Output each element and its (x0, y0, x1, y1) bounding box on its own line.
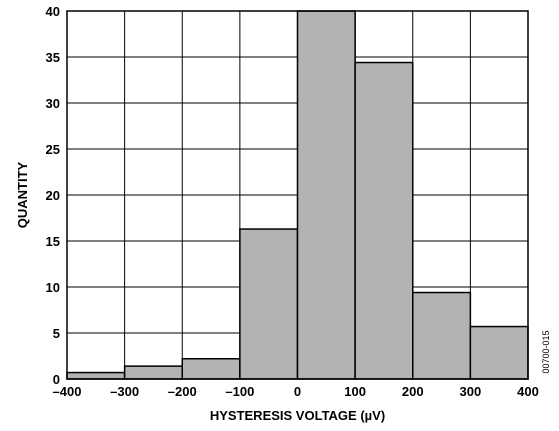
x-tick-label: 200 (402, 384, 424, 399)
x-tick-label: 0 (294, 384, 301, 399)
histogram-bar (412, 291, 472, 380)
y-tick-label: 25 (46, 142, 60, 157)
x-axis-label: HYSTERESIS VOLTAGE (µV) (210, 408, 385, 423)
histogram-bar (181, 358, 241, 380)
histogram-bar (296, 10, 356, 380)
x-tick-label: 400 (517, 384, 539, 399)
y-tick-label: 40 (46, 4, 60, 19)
histogram-bar (239, 228, 299, 380)
histogram-bar (354, 61, 414, 380)
y-tick-label: 10 (46, 280, 60, 295)
x-tick-label: 300 (460, 384, 482, 399)
histogram-bar (66, 371, 126, 380)
y-tick-label: 30 (46, 96, 60, 111)
y-tick-label: 20 (46, 188, 60, 203)
y-tick-labels: 0 5 10 15 20 25 30 35 40 (46, 4, 60, 387)
x-tick-label: –200 (168, 384, 197, 399)
y-tick-label: 0 (53, 372, 60, 387)
figure-id: 00700-015 (541, 330, 551, 373)
x-tick-label: –100 (225, 384, 254, 399)
histogram-bar (469, 325, 529, 380)
x-tick-label: –300 (110, 384, 139, 399)
histogram-bar (123, 365, 183, 380)
y-axis-label: QUANTITY (15, 161, 30, 228)
x-tick-labels: –400 –300 –200 –100 0 100 200 300 400 (53, 384, 539, 399)
plot-frame (66, 10, 529, 380)
x-tick-label: 100 (344, 384, 366, 399)
x-tick-label: –400 (53, 384, 82, 399)
y-tick-label: 15 (46, 234, 60, 249)
histogram-bars (66, 10, 529, 380)
y-tick-label: 5 (53, 326, 60, 341)
y-tick-label: 35 (46, 50, 60, 65)
